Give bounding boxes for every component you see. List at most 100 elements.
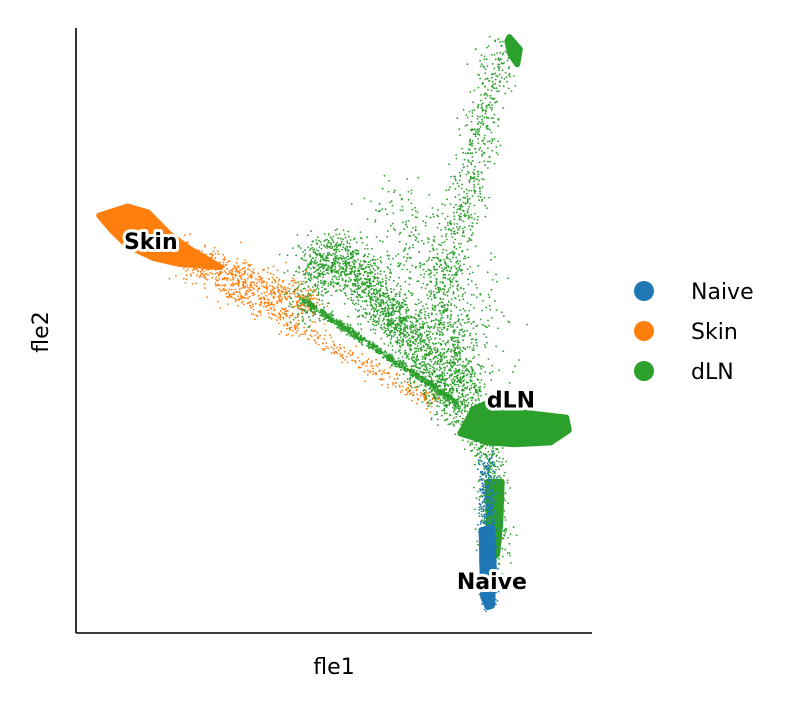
dln-point bbox=[367, 346, 370, 349]
dln-point bbox=[453, 265, 456, 267]
dln-point bbox=[469, 175, 472, 178]
skin-point bbox=[235, 261, 238, 264]
dln-point bbox=[467, 393, 469, 396]
dln-point bbox=[324, 292, 327, 295]
dln-point bbox=[319, 281, 322, 284]
skin-point bbox=[180, 246, 183, 249]
dln-point bbox=[373, 319, 376, 322]
skin-point bbox=[197, 249, 200, 252]
skin-point bbox=[294, 324, 297, 327]
dln-point bbox=[461, 183, 464, 186]
dln-point bbox=[437, 378, 440, 380]
dln-point bbox=[417, 348, 419, 350]
skin-point bbox=[251, 286, 254, 289]
dln-point bbox=[390, 323, 393, 326]
dln-point bbox=[350, 278, 352, 281]
dln-point bbox=[390, 360, 393, 363]
dln-point bbox=[423, 322, 426, 325]
skin-point bbox=[231, 274, 234, 277]
skin-point bbox=[332, 347, 335, 350]
dln-point bbox=[470, 189, 473, 192]
skin-point bbox=[263, 291, 266, 294]
dln-point bbox=[367, 340, 370, 343]
skin-point bbox=[194, 257, 197, 259]
dln-point bbox=[496, 52, 499, 54]
dln-point bbox=[456, 401, 459, 404]
dln-point bbox=[357, 331, 360, 334]
dln-point bbox=[476, 117, 479, 120]
dln-point bbox=[376, 272, 379, 275]
dln-point bbox=[457, 242, 460, 245]
dln-point bbox=[466, 211, 469, 214]
dln-point bbox=[455, 336, 457, 339]
dln-point bbox=[303, 273, 306, 276]
dln-point bbox=[495, 146, 498, 148]
dln-point bbox=[452, 340, 455, 343]
dln-point bbox=[374, 332, 376, 335]
dln-point bbox=[382, 292, 385, 295]
dln-point bbox=[431, 373, 434, 376]
dln-point bbox=[452, 362, 455, 365]
dln-point bbox=[423, 339, 425, 341]
dln-point bbox=[424, 349, 426, 352]
dln-point bbox=[392, 335, 395, 337]
dln-point bbox=[369, 272, 372, 275]
dln-point bbox=[471, 225, 473, 228]
dln-point bbox=[414, 372, 417, 375]
dln-point bbox=[390, 319, 393, 322]
skin-point bbox=[223, 276, 226, 279]
skin-point bbox=[293, 279, 296, 282]
dln-point bbox=[428, 333, 430, 336]
dln-point bbox=[453, 346, 455, 349]
dln-point bbox=[475, 384, 477, 387]
skin-point bbox=[420, 394, 423, 397]
dln-point bbox=[449, 389, 451, 391]
skin-point bbox=[293, 293, 295, 295]
dln-point bbox=[443, 383, 446, 386]
skin-point bbox=[240, 295, 243, 298]
dln-point bbox=[470, 161, 472, 164]
dln-point bbox=[471, 437, 473, 439]
dln-point bbox=[423, 331, 426, 334]
dln-point bbox=[491, 63, 494, 65]
dln-point bbox=[438, 375, 441, 378]
dln-point bbox=[467, 172, 470, 175]
dln-point bbox=[485, 510, 487, 513]
skin-point bbox=[297, 307, 299, 310]
dln-point bbox=[464, 395, 467, 398]
dln-point bbox=[436, 400, 439, 403]
dln-point bbox=[309, 254, 311, 257]
skin-point bbox=[215, 276, 218, 278]
dln-point bbox=[469, 143, 472, 146]
dln-point bbox=[463, 383, 465, 386]
dln-point bbox=[326, 268, 329, 271]
dln-point bbox=[379, 311, 382, 314]
dln-point bbox=[463, 158, 466, 161]
dln-point bbox=[430, 352, 433, 355]
skin-point bbox=[214, 282, 217, 284]
dln-point bbox=[392, 357, 395, 360]
skin-point bbox=[273, 297, 275, 300]
dln-point bbox=[483, 55, 486, 58]
dln-point bbox=[421, 340, 423, 342]
skin-point bbox=[250, 306, 252, 309]
dln-point bbox=[404, 351, 407, 354]
dln-point bbox=[418, 375, 421, 378]
skin-point bbox=[283, 308, 286, 311]
dln-point bbox=[354, 308, 357, 311]
skin-point bbox=[253, 281, 255, 284]
skin-point bbox=[228, 293, 231, 296]
skin-point bbox=[346, 361, 349, 364]
dln-point bbox=[448, 401, 451, 403]
skin-point bbox=[166, 252, 169, 254]
dln-point bbox=[405, 297, 408, 300]
skin-point bbox=[434, 400, 436, 403]
dln-point bbox=[366, 255, 369, 258]
dln-point bbox=[485, 110, 487, 113]
dln-point bbox=[369, 269, 371, 271]
dln-point bbox=[404, 316, 407, 319]
skin-point bbox=[268, 293, 270, 296]
dln-point bbox=[385, 352, 388, 354]
dln-point bbox=[471, 232, 474, 235]
dln-point bbox=[390, 338, 392, 340]
